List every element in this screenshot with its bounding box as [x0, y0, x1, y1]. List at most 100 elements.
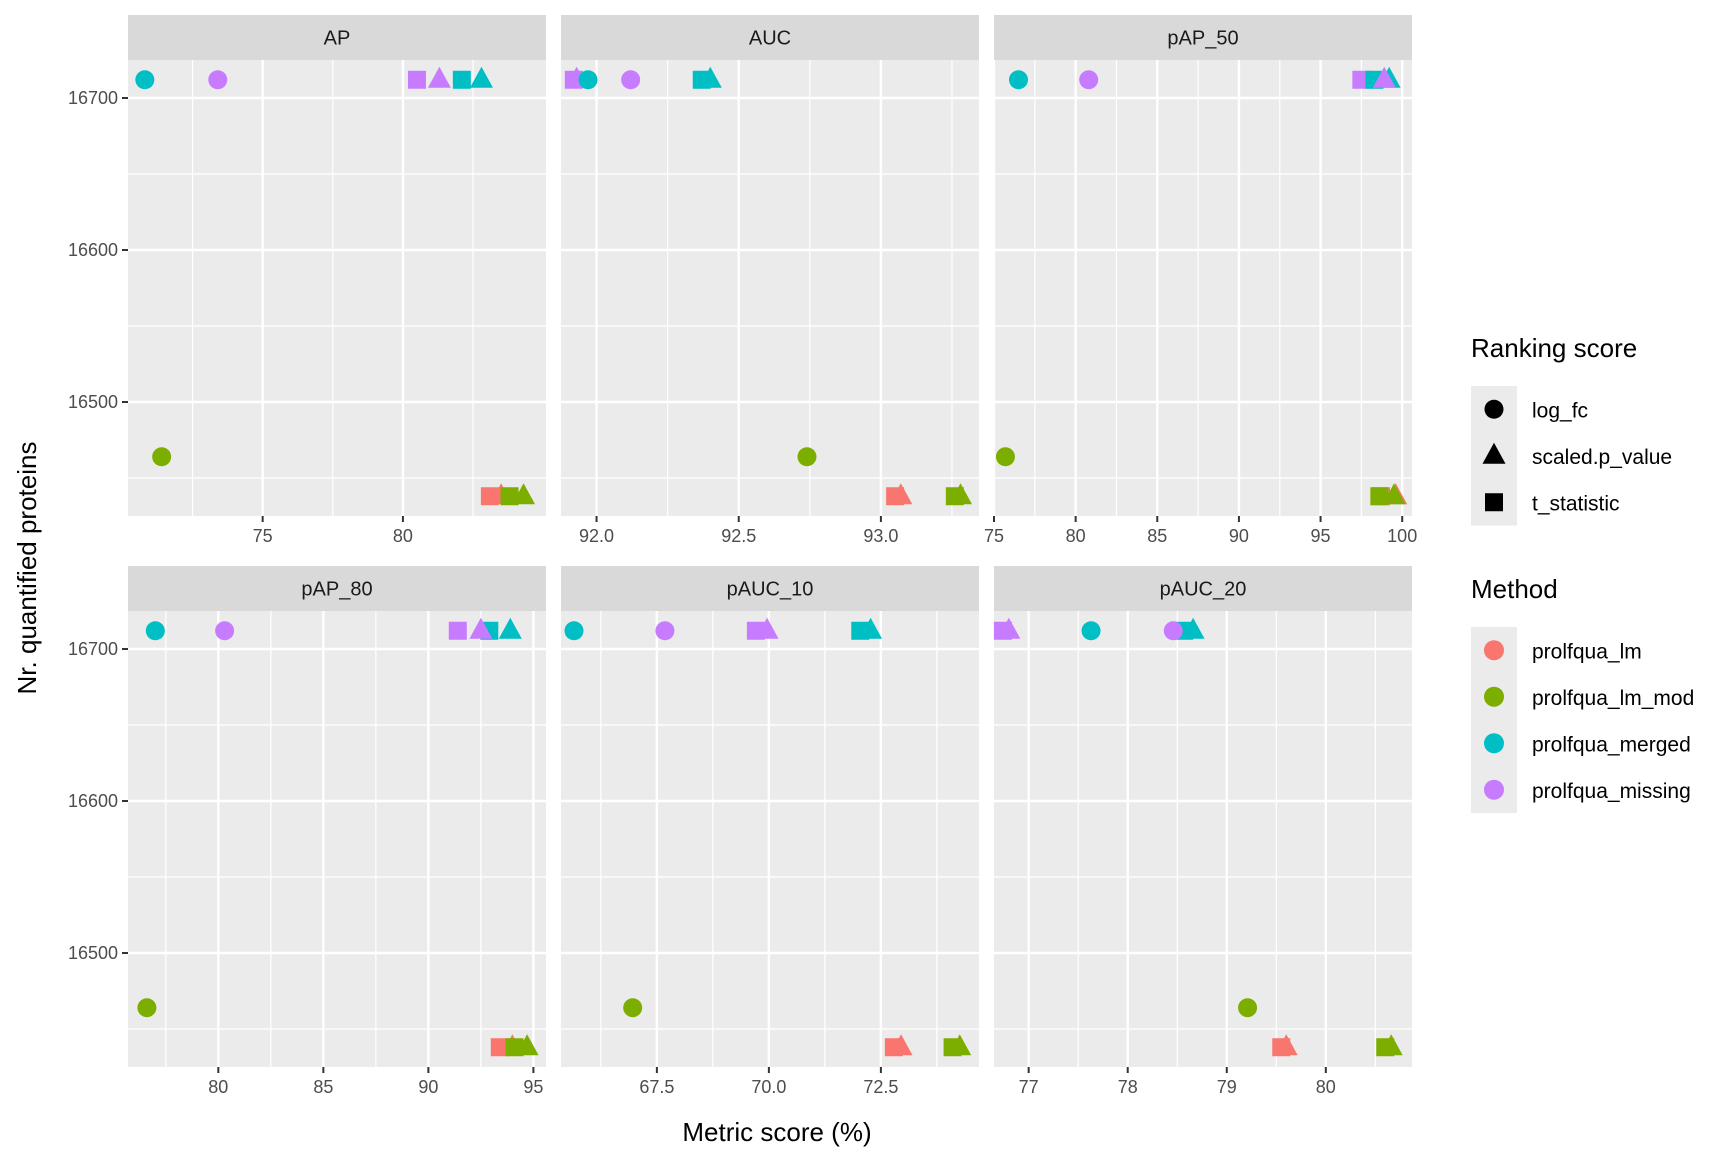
legend-entry-label: prolfqua_missing — [1532, 780, 1691, 803]
data-point-prolfqua-missing-log-fc — [621, 70, 641, 90]
legend-title: Method — [1471, 574, 1558, 604]
data-point-prolfqua-missing-scaled-p-value — [1372, 66, 1396, 88]
data-point-prolfqua-lm-scaled-p-value — [889, 483, 913, 505]
legend-entry-label: prolfqua_lm_mod — [1532, 687, 1694, 710]
x-tick-label: 72.5 — [863, 1077, 898, 1097]
legend-entry-label: scaled.p_value — [1532, 446, 1672, 469]
data-point-prolfqua-merged-log-fc — [145, 621, 165, 641]
x-tick-label: 80 — [393, 526, 413, 546]
legend-ranking-score: Ranking score log_fc scaled.p_value t_stati… — [1471, 333, 1672, 526]
x-tick-label: 75 — [253, 526, 273, 546]
data-point-prolfqua-missing-scaled-p-value — [755, 617, 779, 639]
x-tick-label: 67.5 — [639, 1077, 674, 1097]
data-point-prolfqua-missing-log-fc — [1079, 70, 1099, 90]
data-point-prolfqua-lm-mod-log-fc — [797, 447, 817, 467]
x-tick-label: 90 — [1229, 526, 1249, 546]
facet-strip-label: AP — [324, 28, 351, 50]
data-point-prolfqua-merged-log-fc — [1008, 70, 1028, 90]
data-point-prolfqua-lm-mod-scaled-p-value — [949, 483, 973, 505]
y-tick-label: 16700 — [68, 639, 118, 659]
facet-strip — [561, 566, 979, 611]
data-point-prolfqua-missing-scaled-p-value — [427, 66, 451, 88]
facet-panel-pauc-10: pAUC_10 67.5 70.0 72.5 — [561, 566, 979, 1097]
x-tick-label: 80 — [1316, 1077, 1336, 1097]
facet-strip-label: pAP_80 — [301, 579, 372, 601]
legend-key-circle-icon — [1484, 399, 1504, 419]
x-tick-label: 85 — [1147, 526, 1167, 546]
data-point-prolfqua-merged-scaled-p-value — [469, 66, 493, 88]
data-point-prolfqua-merged-scaled-p-value — [698, 66, 722, 88]
plot-background — [561, 60, 979, 516]
data-point-prolfqua-merged-log-fc — [135, 70, 155, 90]
y-tick-label: 16600 — [68, 240, 118, 260]
data-point-prolfqua-lm-mod-scaled-p-value — [515, 1034, 539, 1056]
facet-strip-label: AUC — [749, 28, 791, 50]
x-tick-label: 100 — [1387, 526, 1417, 546]
y-tick-label: 16500 — [68, 392, 118, 412]
x-tick-label: 85 — [313, 1077, 333, 1097]
data-point-prolfqua-merged-t-statistic — [452, 70, 471, 89]
x-tick-label: 92.5 — [721, 526, 756, 546]
x-tick-label: 80 — [208, 1077, 228, 1097]
data-points — [995, 66, 1408, 506]
data-point-prolfqua-missing-scaled-p-value — [469, 617, 493, 639]
data-point-prolfqua-merged-scaled-p-value — [498, 617, 522, 639]
plot-background — [994, 60, 1412, 516]
facet-strip — [128, 566, 546, 611]
data-point-prolfqua-merged-log-fc — [1081, 621, 1101, 641]
data-point-prolfqua-missing-log-fc — [208, 70, 228, 90]
data-point-prolfqua-missing-scaled-p-value — [997, 617, 1021, 639]
legend-key-color-dot-icon — [1484, 686, 1504, 707]
data-point-prolfqua-lm-mod-log-fc — [137, 998, 157, 1018]
facet-strip — [994, 566, 1412, 611]
x-tick-label: 77 — [1019, 1077, 1039, 1097]
data-point-prolfqua-merged-scaled-p-value — [1181, 617, 1205, 639]
data-point-prolfqua-lm-mod-log-fc — [152, 447, 172, 467]
data-point-prolfqua-lm-mod-scaled-p-value — [1379, 1034, 1403, 1056]
facet-strip — [128, 15, 546, 60]
legend-key-color-dot-icon — [1484, 733, 1504, 754]
plot-background — [128, 60, 546, 516]
data-point-prolfqua-merged-log-fc — [564, 621, 584, 641]
plot-background — [994, 611, 1412, 1067]
legend-entry-label: prolfqua_lm — [1532, 640, 1642, 663]
legend-entry-label: prolfqua_merged — [1532, 733, 1691, 756]
data-points — [137, 617, 539, 1057]
data-point-prolfqua-merged-log-fc — [578, 70, 598, 90]
y-tick-label: 16600 — [68, 791, 118, 811]
facet-panels: AP 75 80 AUC 92.0 92.5 93.0 pAP_50 75 80 85 90 95 100… — [128, 15, 1417, 1097]
x-tick-label: 90 — [418, 1077, 438, 1097]
legend-entry-label: log_fc — [1532, 399, 1588, 422]
facet-panel-auc: AUC 92.0 92.5 93.0 — [561, 15, 979, 546]
data-point-prolfqua-missing-log-fc — [1163, 621, 1183, 641]
facet-strip-label: pAP_50 — [1167, 28, 1238, 50]
legends: Ranking score log_fc scaled.p_value t_stati… — [1471, 333, 1694, 813]
legend-title: Ranking score — [1471, 333, 1637, 363]
data-point-prolfqua-missing-log-fc — [655, 621, 675, 641]
legend-method: Method prolfqua_lm prolfqua_lm_mod prolfqua… — [1471, 574, 1694, 813]
facet-strip — [561, 15, 979, 60]
data-point-prolfqua-lm-mod-scaled-p-value — [1382, 483, 1406, 505]
facet-panel-pauc-20: pAUC_20 77 78 79 80 — [993, 566, 1412, 1097]
y-axis-title: Nr. quantified proteins — [12, 442, 42, 695]
x-tick-label: 93.0 — [863, 526, 898, 546]
y-tick-label: 16500 — [68, 943, 118, 963]
data-point-prolfqua-lm-mod-log-fc — [995, 447, 1015, 467]
data-points — [564, 66, 973, 506]
y-axes: 16500 16600 16700 16500 16600 16700 — [68, 88, 128, 963]
facet-strip-label: pAUC_20 — [1160, 579, 1247, 601]
legend-key-square-icon — [1485, 493, 1503, 512]
x-tick-label: 80 — [1066, 526, 1086, 546]
facet-panel-pap-80: pAP_80 80 85 90 95 — [128, 566, 546, 1097]
legend-key-color-dot-icon — [1484, 779, 1504, 800]
plot-background — [128, 611, 546, 1067]
x-axis-title: Metric score (%) — [682, 1117, 871, 1147]
data-points — [993, 617, 1403, 1057]
x-tick-label: 75 — [984, 526, 1004, 546]
data-point-prolfqua-lm-mod-scaled-p-value — [948, 1034, 972, 1056]
x-tick-label: 92.0 — [579, 526, 614, 546]
data-point-prolfqua-missing-log-fc — [215, 621, 235, 641]
data-point-prolfqua-merged-scaled-p-value — [859, 617, 883, 639]
x-tick-label: 78 — [1118, 1077, 1138, 1097]
